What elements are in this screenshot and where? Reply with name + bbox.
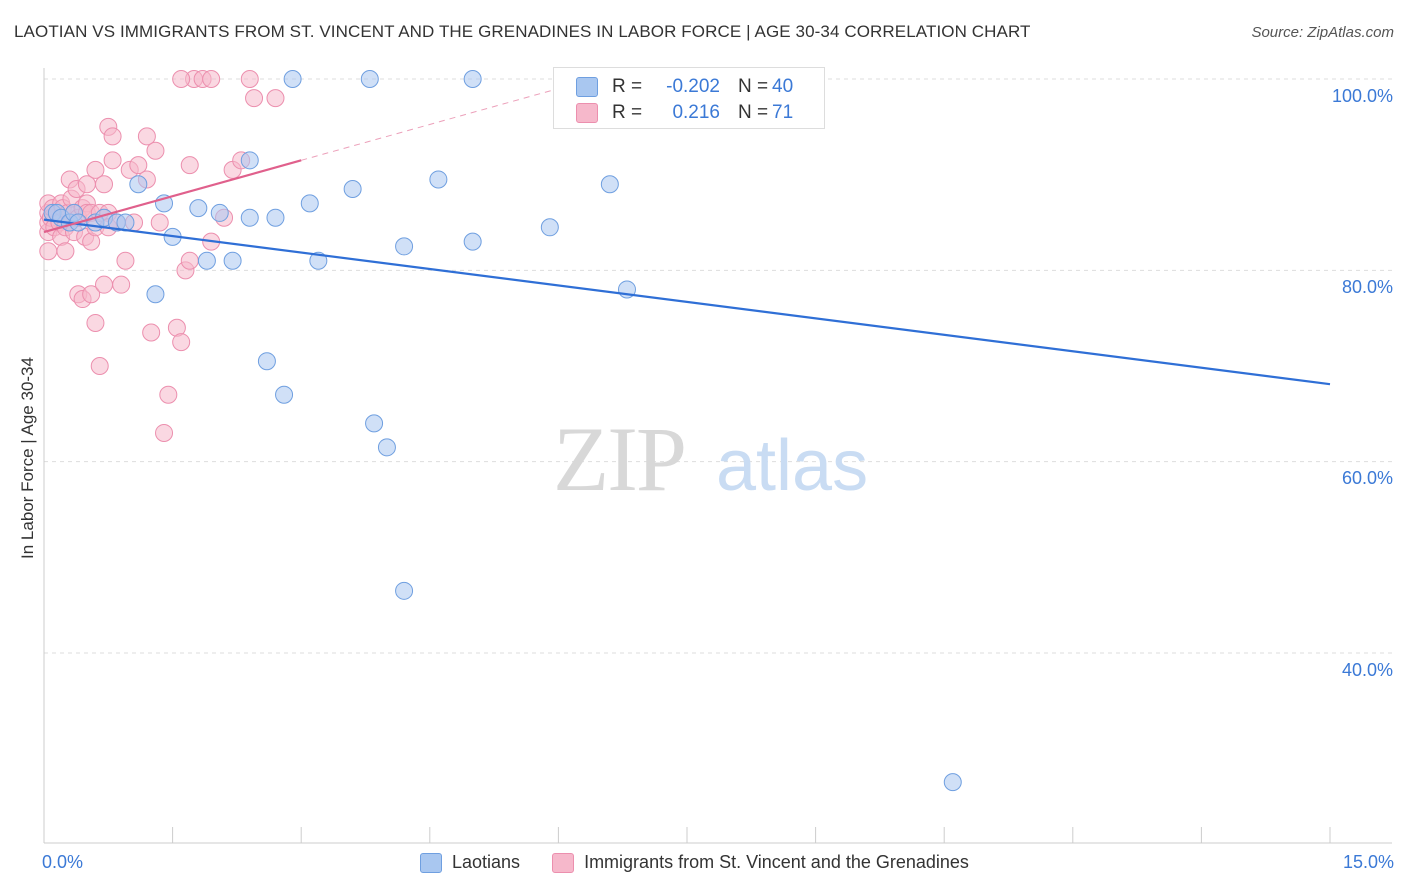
r-value: -0.202 (666, 76, 720, 97)
laotian-point (240, 208, 259, 227)
laotian-point (266, 208, 285, 227)
laotian-point (463, 70, 482, 88)
laotians-swatch (576, 77, 598, 97)
x-tick-label-min: 0.0% (42, 852, 84, 872)
laotian-point (395, 581, 414, 600)
immigrant-point (112, 275, 131, 294)
laotian-point (343, 180, 362, 199)
watermark-zip: ZIP (553, 408, 685, 510)
immigrant-point (103, 151, 122, 170)
immigrant-point (142, 323, 161, 342)
y-tick-label-60: 60.0% (1341, 468, 1393, 488)
immigrants-legend-swatch (552, 852, 575, 873)
y-tick-label-100: 100.0% (1331, 86, 1393, 106)
axes (43, 68, 1392, 844)
watermark-atlas: atlas (716, 426, 868, 506)
laotian-point (429, 170, 448, 189)
immigrant-point (116, 251, 135, 270)
laotian-point (377, 438, 396, 457)
immigrant-trend-extension (301, 76, 602, 161)
series-legend: Laotians Immigrants from St. Vincent and… (420, 852, 1001, 873)
immigrant-point (245, 89, 264, 108)
r-value: 0.216 (672, 102, 720, 123)
immigrant-point (150, 213, 169, 232)
laotian-point (540, 218, 559, 237)
immigrant-trend-line (43, 159, 302, 234)
n-value: 40 (772, 76, 794, 97)
laotian-point (146, 285, 165, 304)
immigrant-point (146, 141, 165, 160)
legend-item-laotians[interactable]: Laotians (420, 852, 520, 873)
immigrant-point (202, 70, 221, 88)
immigrant-point (103, 127, 122, 146)
laotians-legend-swatch (420, 852, 442, 873)
immigrant-point (172, 70, 191, 88)
y-tick-label-80: 80.0% (1341, 277, 1393, 297)
stats-legend: R = -0.202 N = 40 R = 0.216 N = 71 (553, 67, 825, 129)
n-label: N = (738, 76, 769, 97)
r-label: R = (612, 102, 643, 123)
immigrant-point (240, 70, 259, 88)
laotian-point (189, 199, 208, 218)
r-label: R = (612, 76, 643, 97)
laotian-point (360, 70, 379, 88)
immigrant-point (39, 242, 58, 261)
laotian-point (309, 251, 328, 270)
laotian-point (463, 232, 482, 251)
y-tick-label-40: 40.0% (1341, 660, 1393, 680)
n-label: N = (738, 102, 769, 123)
laotian-point (600, 175, 619, 194)
chart-title: LAOTIAN VS IMMIGRANTS FROM ST. VINCENT A… (14, 22, 1031, 41)
immigrant-point (86, 313, 105, 332)
laotian-point (197, 251, 216, 270)
immigrant-point (155, 423, 174, 442)
x-tick-label-max: 15.0% (1342, 852, 1394, 872)
laotian-point (129, 175, 148, 194)
n-value: 71 (772, 102, 794, 123)
legend-item-immigrants[interactable]: Immigrants from St. Vincent and the Gren… (552, 852, 969, 873)
immigrant-point (159, 385, 178, 404)
immigrant-point (180, 156, 199, 175)
laotian-point (210, 203, 229, 222)
laotian-point (283, 70, 302, 88)
stats-legend-row-laotians: R = -0.202 N = 40 (576, 75, 793, 99)
trend-lines (43, 76, 1331, 386)
immigrant-point (266, 89, 285, 108)
laotian-point (300, 194, 319, 213)
y-axis-label: In Labor Force | Age 30-34 (18, 357, 37, 559)
immigrant-point (180, 251, 199, 270)
laotian-point (395, 237, 414, 256)
immigrant-point (82, 285, 101, 304)
laotian-point (240, 151, 259, 170)
stats-legend-row-immigrants: R = 0.216 N = 71 (576, 101, 793, 125)
immigrant-point (86, 160, 105, 179)
laotian-point (365, 414, 384, 433)
laotian-point (257, 352, 276, 371)
laotian-point (943, 773, 962, 792)
immigrants-swatch (576, 103, 598, 123)
immigrant-point (90, 357, 109, 375)
watermark: ZIP atlas (553, 408, 868, 510)
laotian-point (275, 385, 294, 404)
immigrant-point (95, 175, 114, 194)
laotian-point (223, 251, 242, 270)
immigrant-point (56, 242, 75, 261)
immigrant-point (129, 156, 148, 175)
immigrant-point (172, 333, 191, 352)
legend-label-immigrants: Immigrants from St. Vincent and the Gren… (584, 852, 969, 872)
immigrant-point (137, 127, 156, 146)
legend-label-laotians: Laotians (452, 852, 521, 872)
immigrant-point (95, 275, 114, 294)
laotian-trend-line (43, 218, 1331, 386)
source-label: Source: ZipAtlas.com (1251, 24, 1394, 41)
